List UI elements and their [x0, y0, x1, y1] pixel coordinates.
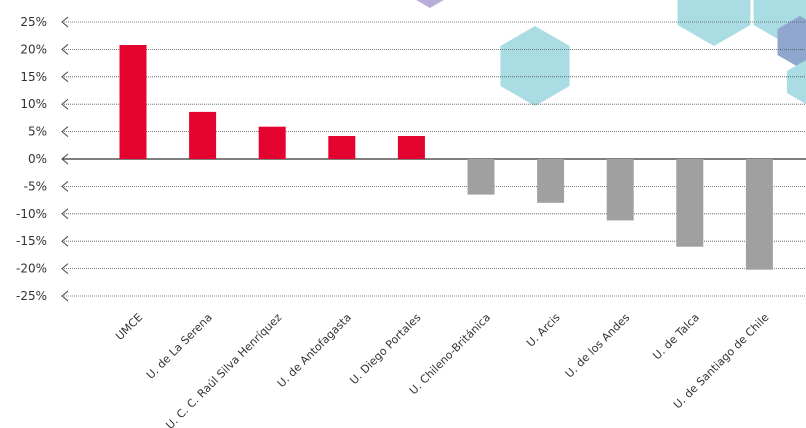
x-tick-label: U. Diego Portales — [347, 311, 423, 387]
x-tick-label: U. de Antofagasta — [275, 311, 354, 390]
bar — [537, 159, 565, 203]
y-tick-label: -10% — [16, 207, 47, 221]
y-axis: 25% 20% 15% 10% 5% 0% -5% -10% -15% -20% -25% — [16, 15, 69, 303]
bar — [397, 136, 425, 159]
hexagon-decoration-1 — [500, 26, 570, 106]
hexagon-decoration-5 — [786, 60, 806, 104]
y-tick-mark — [61, 71, 69, 83]
x-tick-label: U. Arcis — [524, 311, 563, 350]
hexagon-decoration-2 — [677, 0, 751, 46]
y-tick-label: -25% — [16, 289, 47, 303]
bar — [606, 159, 634, 221]
y-tick-mark — [61, 126, 69, 137]
y-tick-label: 10% — [20, 97, 47, 111]
bar — [189, 111, 217, 159]
x-tick-label: U. de Talca — [650, 311, 701, 362]
x-tick-label: U. de los Andes — [563, 311, 633, 381]
hexagon-decoration-6 — [416, 0, 444, 8]
y-tick-mark — [61, 181, 69, 192]
bars — [119, 45, 773, 270]
y-tick-mark — [61, 16, 69, 28]
y-tick-label: 0% — [28, 152, 47, 166]
bar — [258, 126, 286, 159]
y-tick-label: 5% — [28, 125, 47, 139]
y-tick-mark — [61, 98, 69, 110]
x-tick-label: U. C. C. Raúl Silva Henríquez — [163, 311, 284, 428]
x-tick-label: U. de La Serena — [144, 311, 215, 382]
y-tick-mark — [61, 208, 69, 220]
bar — [119, 45, 147, 159]
bar — [467, 159, 495, 195]
y-tick-label: -20% — [16, 262, 47, 276]
y-tick-mark — [61, 263, 69, 274]
y-tick-mark — [61, 44, 69, 55]
y-tick-label: 25% — [20, 15, 47, 29]
y-tick-mark — [61, 235, 69, 247]
y-tick-mark — [61, 153, 69, 165]
background-decoration — [416, 0, 806, 106]
hexagon-decoration-4 — [777, 16, 806, 68]
x-tick-label: UMCE — [113, 311, 145, 343]
bar — [745, 159, 773, 270]
y-tick-label: -15% — [16, 234, 47, 248]
bar — [328, 136, 356, 159]
y-tick-label: -5% — [24, 179, 47, 193]
y-tick-label: 20% — [20, 42, 47, 56]
gridlines — [62, 21, 806, 297]
y-tick-mark — [61, 290, 69, 302]
y-tick-label: 15% — [20, 70, 47, 84]
bar — [676, 159, 704, 247]
